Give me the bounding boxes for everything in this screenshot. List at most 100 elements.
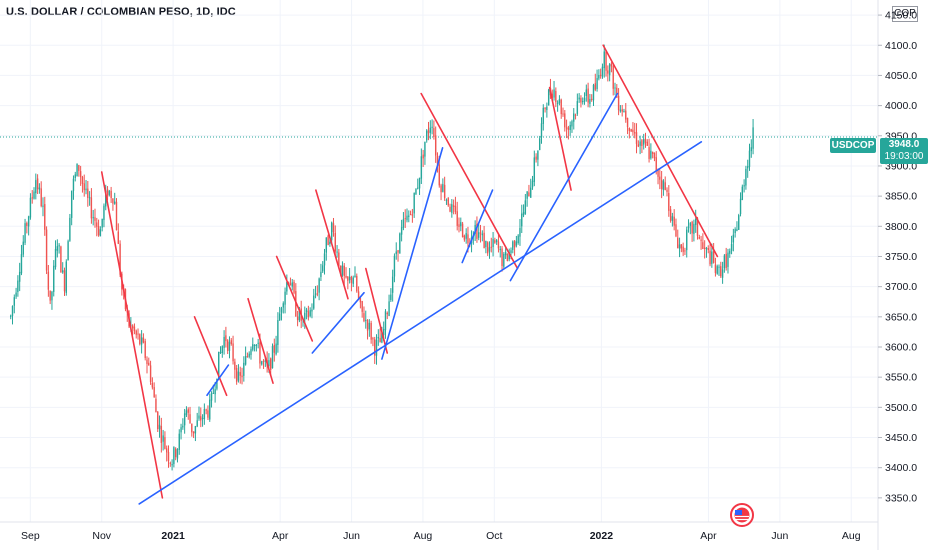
candle-body: [510, 250, 512, 254]
candle-body: [461, 223, 464, 238]
candle-body: [10, 315, 12, 317]
candle-body: [521, 213, 523, 227]
candle-body: [88, 197, 91, 199]
candle-body: [261, 361, 263, 365]
candle-body: [497, 241, 500, 249]
candle-body: [160, 425, 163, 443]
candle-body: [515, 241, 518, 246]
candle-body: [556, 102, 559, 104]
candle-body: [730, 244, 733, 251]
candle-body: [483, 232, 485, 249]
candle-body: [583, 97, 586, 102]
candle-body: [347, 276, 349, 281]
candle-body: [322, 265, 324, 272]
candle-body: [506, 253, 509, 261]
candle-body: [443, 184, 446, 199]
candle-body: [268, 360, 270, 367]
candle-body: [336, 251, 338, 253]
candle-body: [286, 281, 288, 292]
candle-body: [60, 246, 62, 273]
y-tick-label: 3450.0: [885, 432, 917, 444]
candle-body: [252, 344, 254, 350]
candle-body: [707, 248, 709, 251]
candle-body: [499, 248, 501, 251]
blue-trendline: [138, 141, 703, 505]
candle-body: [413, 193, 415, 214]
candle-body: [305, 309, 308, 313]
candle-body: [309, 310, 311, 316]
candle-body: [422, 154, 424, 159]
candle-body: [411, 214, 414, 216]
time-axis: Sep Nov 2021 Apr Jun Aug Oct 2022 Apr Jun Aug: [21, 530, 861, 542]
candle-body: [289, 283, 292, 286]
candle-body: [108, 190, 111, 195]
candle-body: [533, 157, 536, 182]
candle-body: [743, 185, 745, 187]
candle-body: [452, 205, 455, 207]
candle-body: [522, 212, 525, 216]
candle-body: [558, 99, 561, 104]
candle-body: [284, 291, 286, 305]
last-price-badge: 3948.0 19:03:00: [880, 138, 928, 164]
candle-body: [682, 246, 684, 252]
candle-body: [58, 245, 60, 247]
candle-body: [626, 117, 629, 128]
candle-body: [244, 356, 247, 365]
candle-body: [375, 339, 378, 356]
candle-body: [304, 312, 306, 320]
candle-body: [732, 234, 735, 243]
candle-body: [382, 328, 385, 335]
candle-body: [352, 277, 354, 284]
candle-body: [131, 325, 134, 329]
candle-body: [677, 237, 679, 249]
x-tick-label: Oct: [486, 530, 502, 542]
candle-body: [253, 345, 256, 347]
candle-body: [426, 130, 428, 141]
candle-body: [33, 191, 35, 199]
candle-body: [625, 110, 627, 120]
y-tick-label: 4000.0: [885, 100, 917, 112]
candle-body: [361, 301, 363, 312]
candle-body: [99, 229, 102, 237]
candle-body: [485, 240, 487, 248]
candle-body: [519, 228, 521, 237]
candle-body: [542, 107, 544, 124]
candle-body: [182, 425, 184, 428]
candle-body: [76, 164, 78, 176]
candles: [10, 44, 754, 471]
candle-body: [427, 130, 430, 134]
x-tick-label: Aug: [842, 530, 861, 542]
candle-body: [92, 217, 94, 219]
candle-body: [112, 198, 114, 204]
candle-body: [628, 127, 631, 131]
candle-body: [56, 246, 59, 251]
candle-body: [307, 311, 310, 318]
candle-body: [607, 70, 609, 74]
candle-body: [420, 156, 423, 179]
candle-body: [723, 255, 726, 269]
candle-body: [424, 141, 426, 157]
candle-body: [738, 215, 740, 230]
candle-body: [194, 426, 197, 434]
candle-body: [417, 187, 419, 189]
candle-body: [214, 389, 216, 395]
candle-body: [196, 420, 198, 427]
candle-body: [680, 244, 683, 249]
candle-body: [225, 335, 227, 342]
candle-body: [381, 333, 383, 343]
candle-body: [555, 91, 557, 103]
currency-label[interactable]: COP: [892, 6, 918, 22]
candle-body: [241, 375, 243, 378]
candle-body: [13, 297, 15, 306]
candle-body: [180, 427, 182, 433]
candle-body: [463, 235, 466, 240]
candle-body: [517, 235, 519, 244]
candle-body: [210, 393, 213, 401]
candle-body: [651, 151, 654, 154]
candle-body: [51, 291, 53, 301]
y-tick-label: 3800.0: [885, 221, 917, 233]
candle-body: [675, 224, 677, 237]
candle-body: [325, 237, 328, 253]
candle-body: [718, 266, 720, 268]
